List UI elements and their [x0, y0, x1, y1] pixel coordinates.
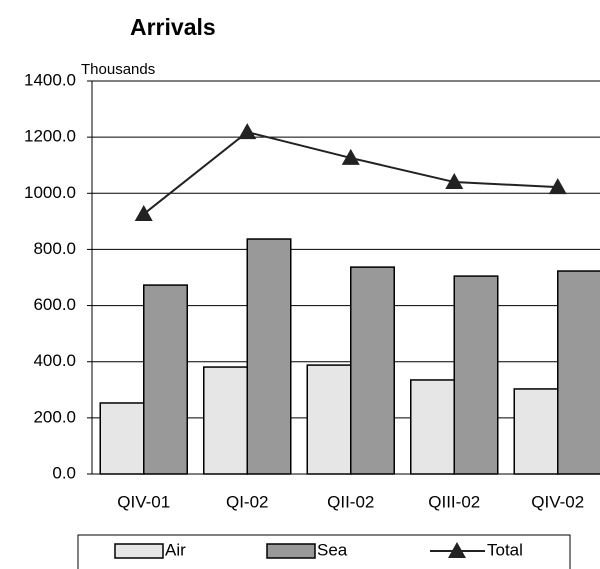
y-tick-label: 600.0 — [33, 295, 76, 314]
legend-label: Sea — [317, 540, 348, 559]
y-axis-unit: Thousands — [81, 61, 155, 78]
bar — [350, 266, 395, 475]
bar — [557, 270, 600, 475]
line — [143, 131, 558, 215]
bar — [203, 366, 248, 475]
legend-label: Air — [165, 540, 186, 559]
marker — [445, 173, 464, 190]
y-tick-label: 800.0 — [33, 239, 76, 258]
y-tick-label: 1400.0 — [24, 70, 76, 89]
bar — [143, 284, 188, 475]
legend-marker — [448, 542, 466, 558]
bar — [306, 364, 352, 475]
y-tick-label: 200.0 — [33, 407, 76, 426]
legend-swatch — [114, 543, 164, 559]
x-tick-label: QII-02 — [327, 492, 374, 511]
marker — [238, 123, 257, 140]
bar — [410, 379, 455, 475]
y-tick-label: 0.0 — [52, 463, 76, 482]
bar — [246, 238, 292, 475]
y-tick-label: 1000.0 — [24, 183, 76, 202]
chart-title: Arrivals — [130, 14, 216, 40]
x-tick-label: QIV-01 — [117, 492, 170, 511]
y-tick-label: 400.0 — [33, 351, 76, 370]
legend-box — [77, 534, 571, 569]
x-tick-label: QIII-02 — [428, 492, 480, 511]
bar — [453, 275, 499, 475]
x-tick-label: QI-02 — [226, 492, 269, 511]
y-tick-label: 1200.0 — [24, 127, 76, 146]
legend-label: Total — [487, 540, 523, 559]
legend-swatch — [266, 543, 316, 559]
bar — [513, 388, 559, 475]
x-tick-label: QIV-02 — [531, 492, 584, 511]
marker — [134, 205, 153, 222]
marker — [341, 148, 360, 165]
marker — [548, 178, 567, 195]
bar — [99, 402, 145, 475]
